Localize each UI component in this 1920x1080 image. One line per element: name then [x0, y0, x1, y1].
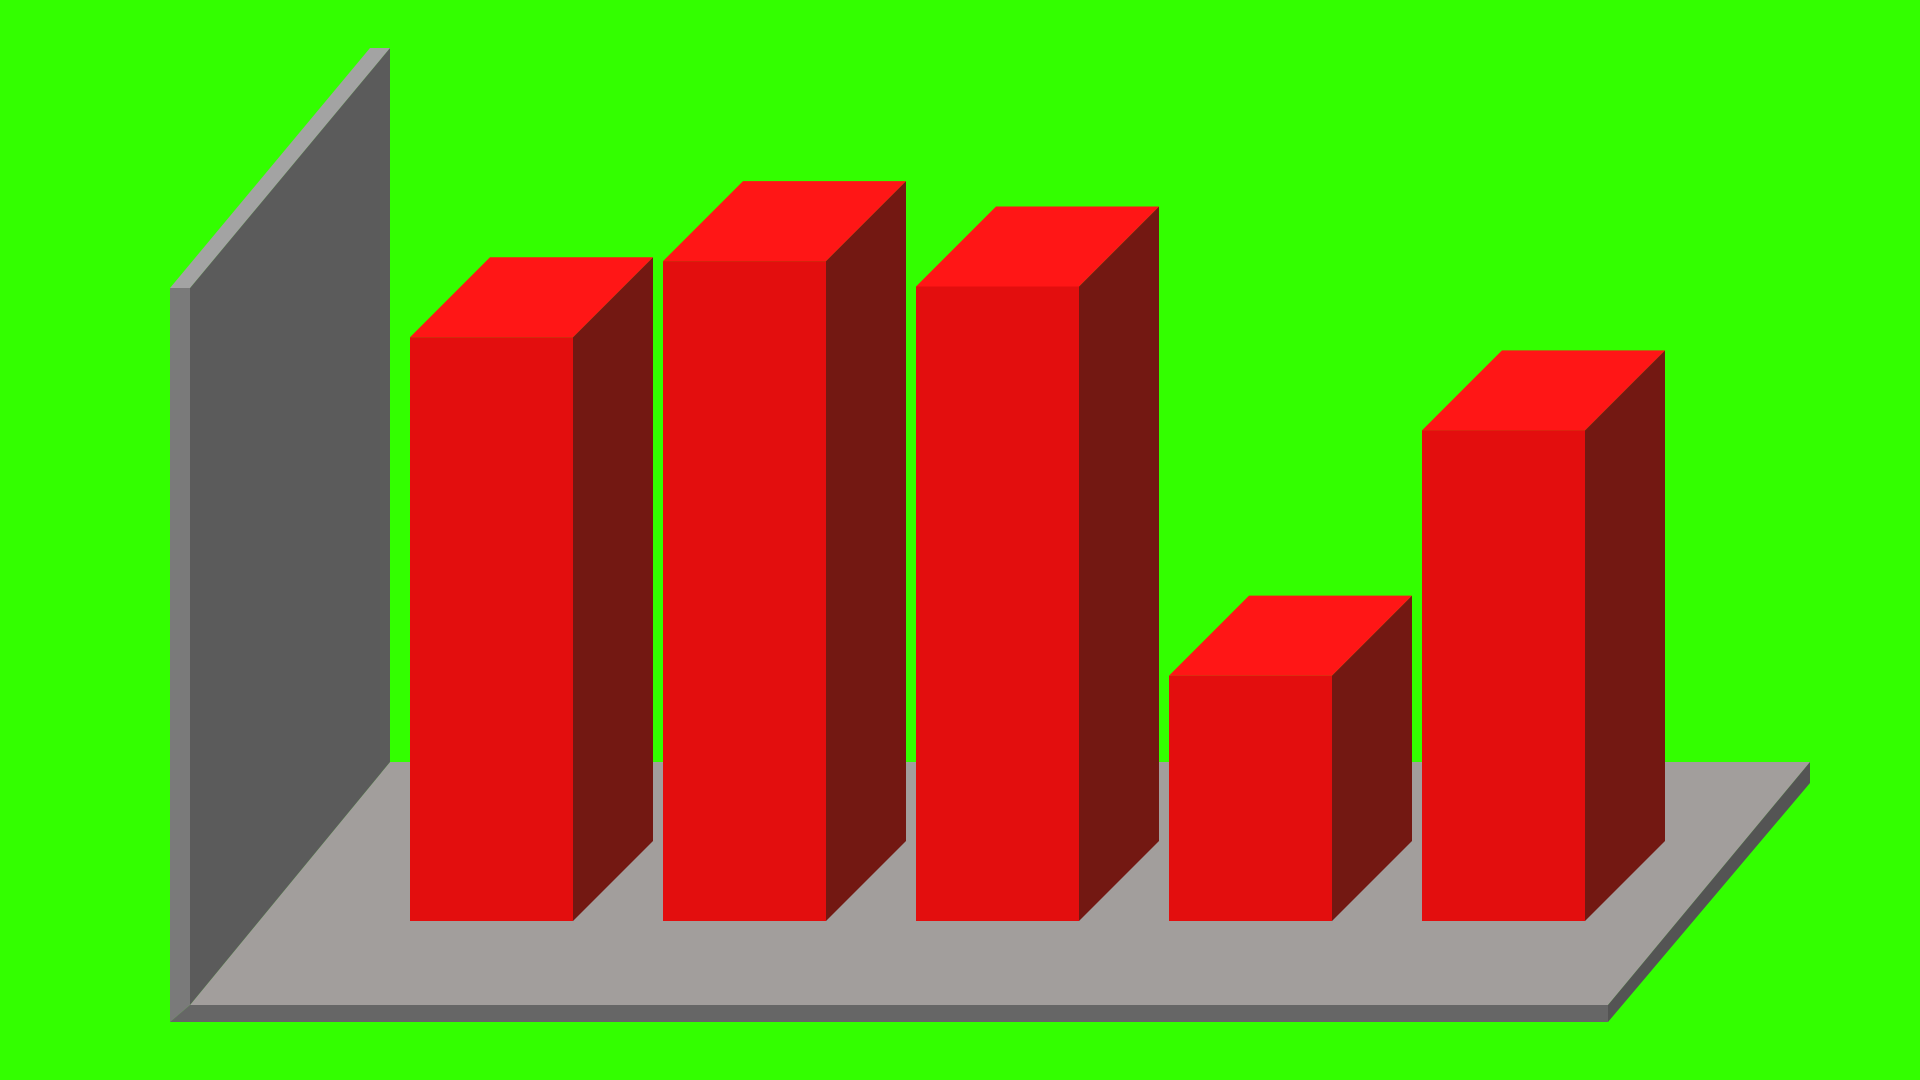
chart-back-wall [190, 48, 390, 1005]
bar-side-face [1079, 206, 1159, 921]
bar-side-face [1585, 350, 1665, 921]
bar-top-face [1169, 595, 1412, 676]
bar-top-face [410, 257, 653, 338]
bar-series [410, 181, 1665, 921]
bar-front-face [1422, 430, 1585, 921]
bar-front-face [916, 286, 1079, 921]
chart-back-wall-side-edge [170, 288, 190, 1022]
bar-top-face [663, 181, 906, 262]
bar-top-face [916, 206, 1159, 287]
bar-front-face [410, 337, 573, 921]
bar [410, 257, 653, 921]
chart-floor-front-edge [170, 1005, 1608, 1022]
bar [1422, 350, 1665, 921]
chart-back-wall-top-edge [170, 48, 390, 288]
bar-top-face [1422, 350, 1665, 431]
bar [663, 181, 906, 921]
bar-front-face [663, 261, 826, 921]
bar [1169, 595, 1412, 921]
bar-side-face [573, 257, 653, 921]
bar [916, 206, 1159, 921]
bar-front-face [1169, 675, 1332, 921]
bar-side-face [1332, 595, 1412, 921]
chart-floor-side-edge [1608, 762, 1810, 1022]
bar-side-face [826, 181, 906, 921]
